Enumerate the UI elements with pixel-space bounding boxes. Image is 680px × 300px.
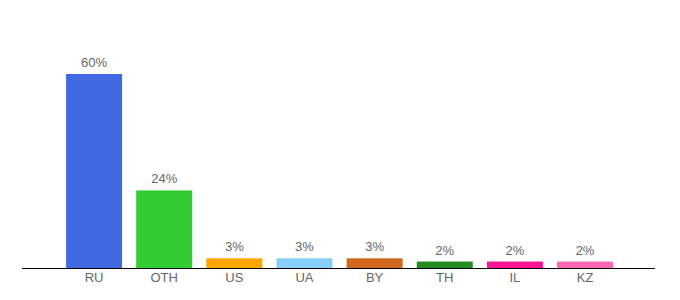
data-label: 24% (151, 171, 177, 186)
data-label: 3% (295, 239, 314, 254)
x-tick-label: UA (295, 270, 313, 285)
x-tick-label: BY (366, 270, 384, 285)
bar (487, 262, 543, 268)
bar (136, 190, 192, 268)
chart-container: 60% RU 24% OTH 3% US 3% UA 3% BY 2% TH 2% IL 2% KZ (0, 0, 680, 300)
bar (347, 258, 403, 268)
data-label: 3% (225, 239, 244, 254)
x-tick-label: OTH (150, 270, 177, 285)
x-tick-label: RU (85, 270, 104, 285)
labels: 60% RU 24% OTH 3% US 3% UA 3% BY 2% TH 2% IL 2% KZ (81, 55, 595, 285)
data-label: 3% (365, 239, 384, 254)
bar (276, 258, 332, 268)
bar (417, 262, 473, 268)
data-label: 60% (81, 55, 107, 70)
x-tick-label: IL (509, 270, 520, 285)
data-label: 2% (506, 243, 525, 258)
x-tick-label: KZ (577, 270, 594, 285)
data-label: 2% (435, 243, 454, 258)
x-tick-label: TH (436, 270, 453, 285)
x-axis-line (22, 268, 655, 269)
bar (206, 258, 262, 268)
bars (66, 74, 613, 268)
bar (557, 262, 613, 268)
data-label: 2% (576, 243, 595, 258)
x-tick-label: US (225, 270, 243, 285)
bar (66, 74, 122, 268)
chart-svg: 60% RU 24% OTH 3% US 3% UA 3% BY 2% TH 2% IL 2% KZ (0, 0, 680, 300)
